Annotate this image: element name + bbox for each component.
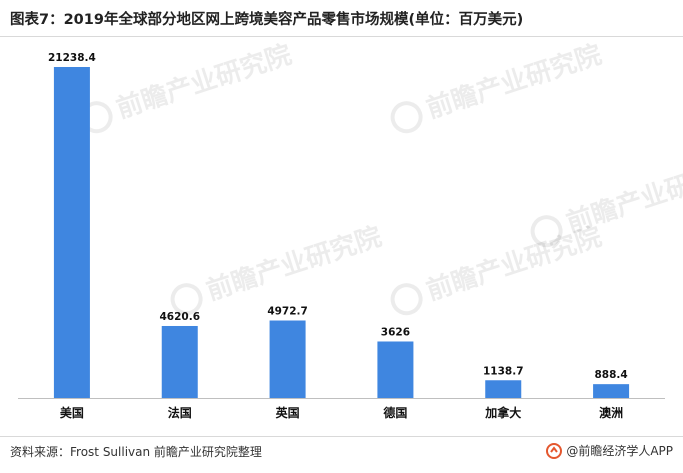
bar-2 <box>269 320 306 398</box>
category-label: 德国 <box>383 405 407 420</box>
svg-text:前瞻产业研究院: 前瞻产业研究院 <box>423 39 606 125</box>
svg-text:前瞻产业研究院: 前瞻产业研究院 <box>203 221 386 307</box>
bar-3 <box>377 341 414 398</box>
bar-value-label: 4620.6 <box>159 311 200 323</box>
category-label: 美国 <box>60 405 84 420</box>
brand-logo-icon <box>546 442 563 459</box>
labels-layer: 21238.4 美国 4620.6 法国 4972.7 英国 3626 德国 1138.7 加拿大… <box>48 52 628 420</box>
category-label: 加拿大 <box>484 405 521 420</box>
bar-value-label: 888.4 <box>594 369 627 381</box>
watermark-1: 前瞻产业研究院 <box>390 39 606 134</box>
bar-value-label: 3626 <box>381 326 410 338</box>
bars-layer <box>53 67 630 398</box>
bar-0 <box>53 67 90 398</box>
bar-4 <box>485 380 522 398</box>
bar-5 <box>593 384 630 398</box>
watermark-2: 前瞻产业研究院 <box>530 153 683 248</box>
watermark-4: 前瞻产业研究院 <box>390 221 606 316</box>
svg-text:前瞻产业研究院: 前瞻产业研究院 <box>563 153 683 239</box>
svg-text:前瞻产业研究院: 前瞻产业研究院 <box>113 39 296 125</box>
source-note: 资料来源：Frost Sullivan 前瞻产业研究院整理 <box>10 445 262 459</box>
chart-title: 图表7：2019年全球部分地区网上跨境美容产品零售市场规模(单位：百万美元) <box>10 12 524 28</box>
watermark-3: 前瞻产业研究院 <box>170 221 386 316</box>
category-label: 澳洲 <box>599 405 623 420</box>
category-label: 法国 <box>168 405 192 420</box>
brand-text: @前瞻经济学人APP <box>566 444 673 458</box>
bar-value-label: 4972.7 <box>267 306 308 318</box>
bar-value-label: 21238.4 <box>48 52 96 64</box>
svg-text:前瞻产业研究院: 前瞻产业研究院 <box>423 221 606 307</box>
title-divider <box>0 36 683 37</box>
brand-credit: @前瞻经济学人APP <box>546 442 673 459</box>
watermark-0: 前瞻产业研究院 <box>80 39 296 134</box>
category-label: 英国 <box>276 405 300 420</box>
bar-value-label: 1138.7 <box>483 365 524 377</box>
bar-1 <box>161 325 198 398</box>
footer-divider <box>0 436 683 437</box>
